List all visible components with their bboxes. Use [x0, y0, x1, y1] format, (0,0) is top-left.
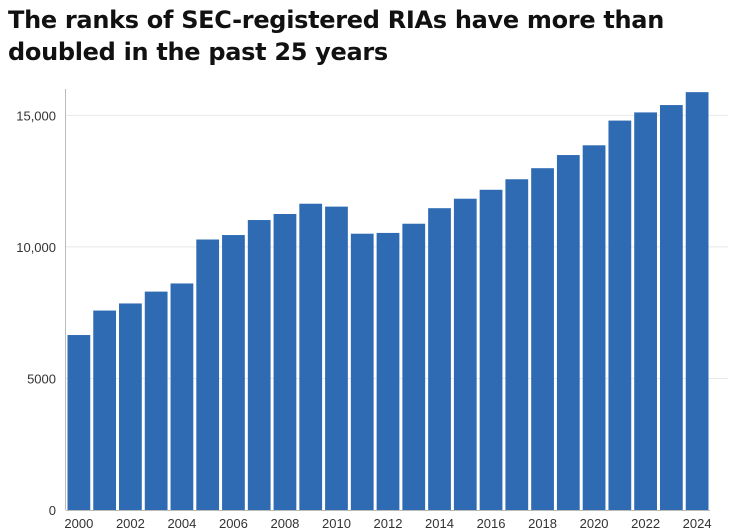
bar-2010 [325, 206, 348, 510]
bar-2006 [222, 235, 245, 511]
bar-2013 [402, 223, 426, 510]
x-tick-label: 2016 [477, 516, 506, 531]
bar-2008 [273, 213, 297, 510]
x-tick-label: 2006 [219, 516, 248, 531]
bar-2003 [144, 291, 168, 510]
x-tick-label: 2004 [167, 516, 196, 531]
bar-2024 [685, 92, 709, 510]
bar-2017 [505, 179, 529, 510]
bar-2001 [93, 310, 117, 510]
x-tick-label: 2000 [64, 516, 93, 531]
bar-2022 [634, 112, 657, 510]
bar-2009 [299, 203, 323, 510]
bar-2014 [428, 208, 451, 510]
y-tick-labels: 0 5000 10,000 15,000 [16, 108, 56, 518]
bar-2007 [247, 220, 271, 510]
bar-2005 [196, 239, 220, 510]
y-tick-label: 0 [49, 503, 56, 518]
x-tick-label: 2018 [528, 516, 557, 531]
chart-title: The ranks of SEC-registered RIAs have mo… [8, 6, 664, 66]
x-tick-label: 2024 [683, 516, 712, 531]
y-tick-label: 5000 [27, 371, 56, 386]
bar-2018 [531, 168, 554, 510]
x-tick-label: 2012 [374, 516, 403, 531]
x-tick-labels: 2000 2002 2004 2006 2008 2010 2012 2014 2016 2018… [64, 516, 711, 531]
x-tick-label: 2002 [116, 516, 145, 531]
bar-2016 [479, 189, 503, 511]
bar-2019 [556, 155, 580, 510]
x-tick-label: 2010 [322, 516, 351, 531]
y-tick-label: 10,000 [16, 240, 56, 255]
bar-2012 [376, 232, 400, 510]
bar-2021 [608, 120, 632, 510]
bar-2002 [119, 303, 142, 510]
bar-2023 [659, 105, 683, 510]
x-tick-label: 2022 [631, 516, 660, 531]
y-tick-label: 15,000 [16, 108, 56, 123]
x-tick-label: 2008 [270, 516, 299, 531]
bars [67, 92, 709, 511]
axes [65, 89, 710, 511]
bar-2000 [67, 335, 91, 510]
bar-2015 [453, 198, 477, 510]
bar-2011 [350, 233, 374, 510]
bar-2020 [582, 145, 606, 510]
x-tick-label: 2014 [425, 516, 454, 531]
bar-2004 [170, 283, 194, 510]
x-tick-label: 2020 [580, 516, 609, 531]
